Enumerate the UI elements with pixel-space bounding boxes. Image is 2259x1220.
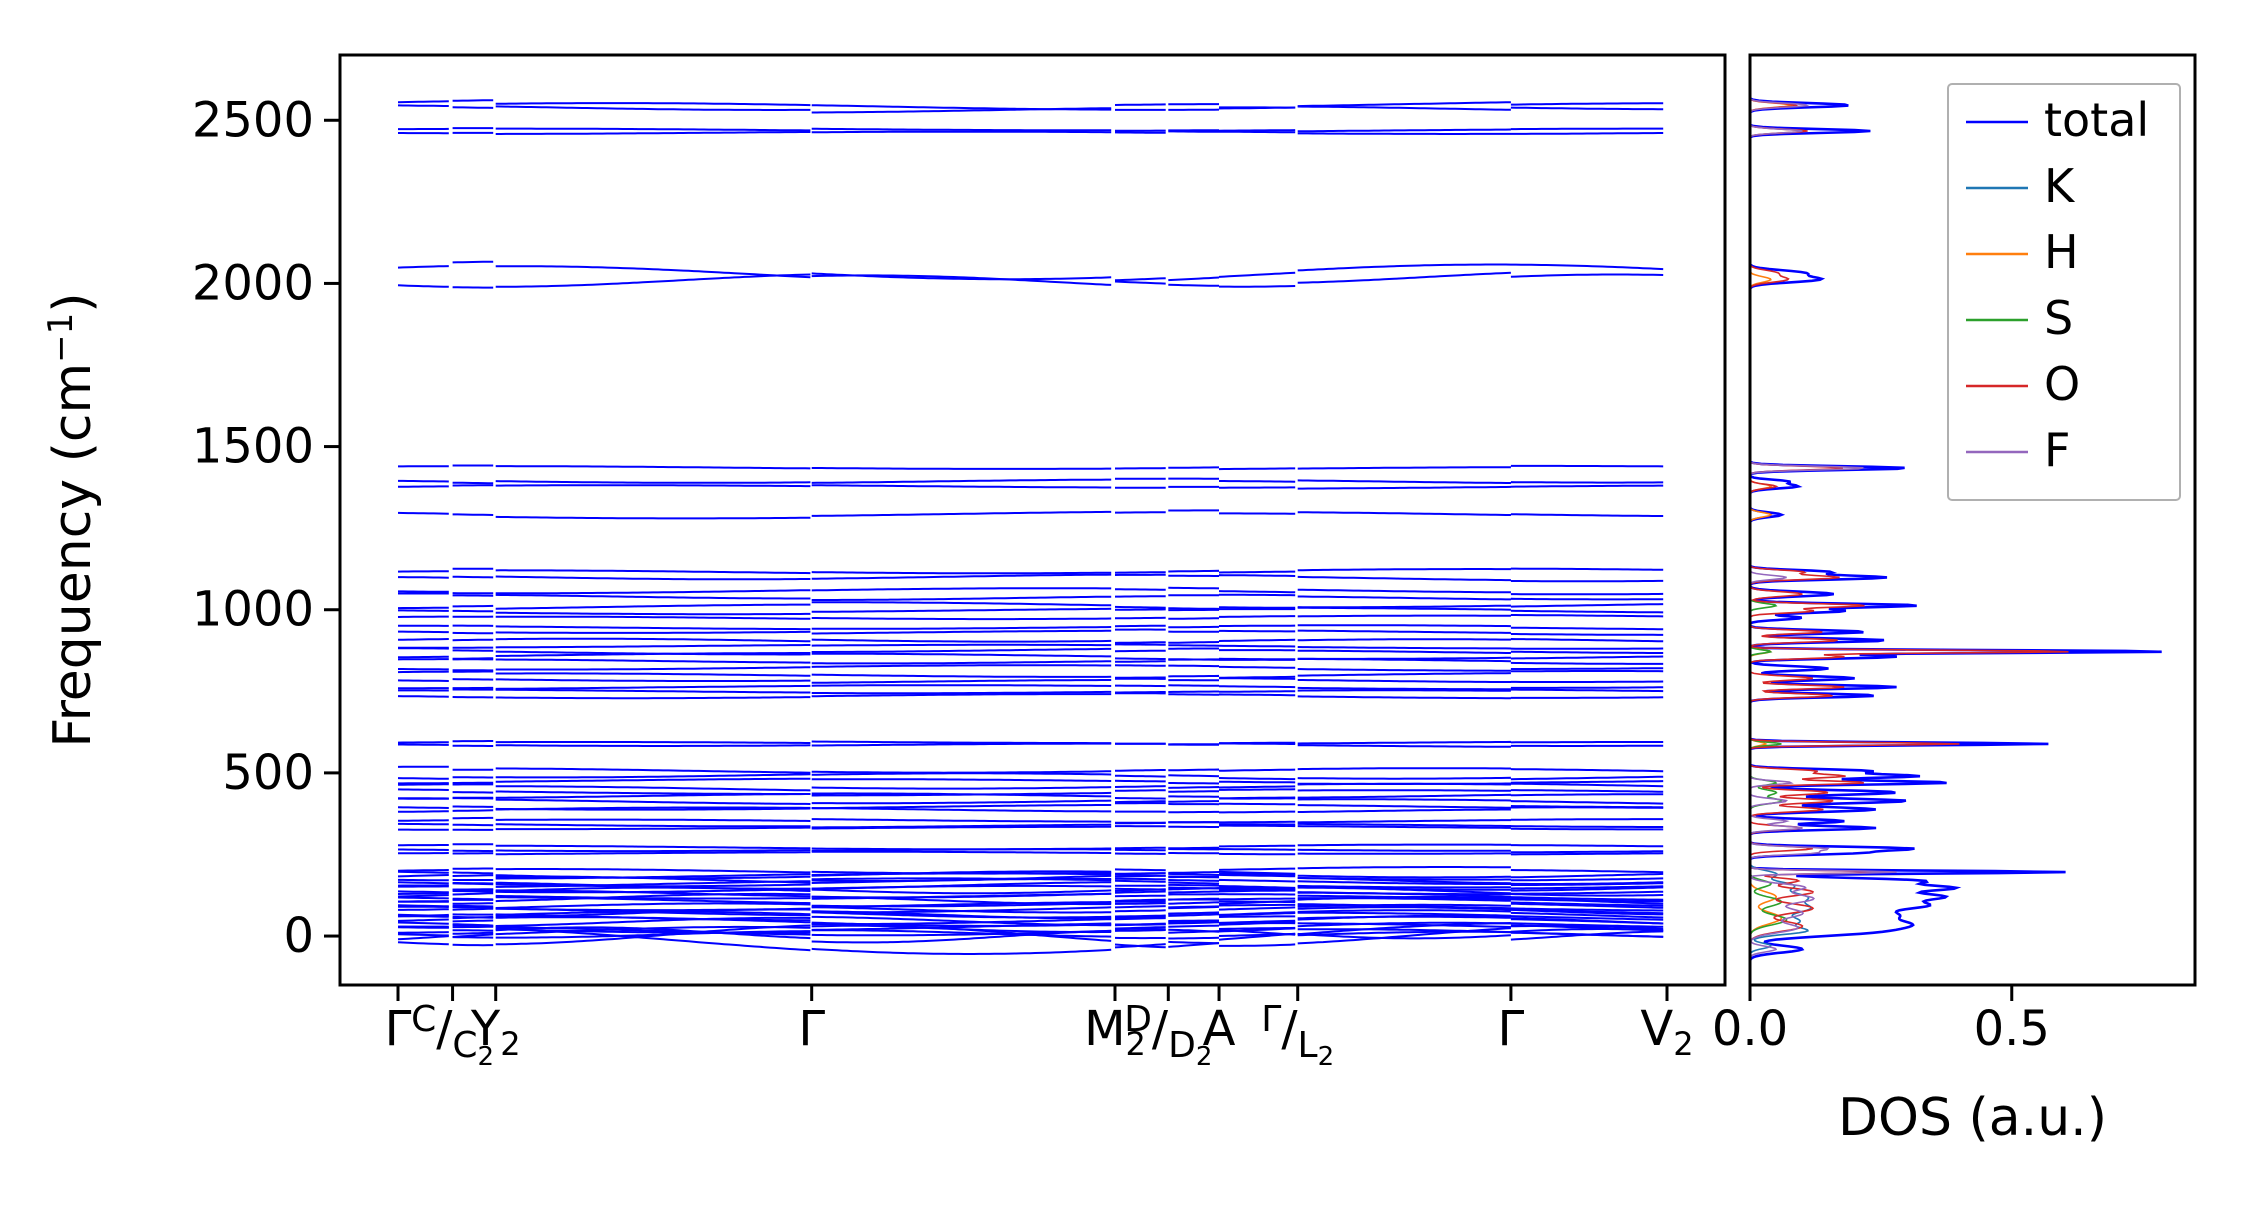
band-line [398, 664, 1664, 672]
band-line [397, 886, 1664, 898]
legend-label: O [2044, 357, 2080, 411]
dos-curve-F [1750, 55, 1897, 982]
legend-label: H [2044, 225, 2079, 279]
band-line [397, 926, 1664, 944]
x-tick-label: D/D2 [1124, 999, 1212, 1072]
band-line [398, 806, 1664, 814]
band-axes-box [338, 53, 1727, 987]
band-line [397, 103, 1664, 114]
band-line [397, 677, 1664, 684]
band-line [398, 484, 1664, 490]
band-line [397, 509, 1664, 520]
band-line [398, 848, 1664, 854]
legend-label: total [2044, 93, 2149, 147]
band-line [397, 271, 1664, 289]
band-line [398, 606, 1664, 616]
y-tick-label: 0 [283, 908, 314, 964]
band-line [398, 127, 1664, 133]
band-line [398, 742, 1664, 748]
legend-entry-F: F [1966, 423, 2070, 477]
x-tick-label: Γ [385, 1001, 412, 1057]
dos-x-tick-label: 0.5 [1974, 1001, 2050, 1057]
legend-label: F [2044, 423, 2070, 477]
band-line [398, 684, 1664, 691]
legend-entry-total: total [1966, 93, 2149, 147]
band-line [398, 628, 1664, 636]
band-line [398, 821, 1664, 829]
dos-x-tick-label: 0.0 [1712, 1001, 1788, 1057]
band-line [398, 586, 1664, 596]
band-line [398, 464, 1664, 471]
legend-label: S [2044, 291, 2073, 345]
band-line [397, 614, 1664, 621]
y-tick-label: 500 [222, 745, 314, 801]
legend-entry-S: S [1966, 291, 2073, 345]
y-axis-label: Frequency (cm−1) [41, 292, 103, 747]
band-line [397, 782, 1664, 792]
dos-x-axis-label: DOS (a.u.) [1838, 1088, 2107, 1148]
band-line [398, 824, 1664, 831]
legend-label: K [2044, 159, 2076, 213]
band-line [398, 624, 1664, 631]
y-tick-label: 2000 [192, 255, 314, 311]
band-line [397, 924, 1664, 949]
dos-axes-box [1748, 53, 2197, 987]
y-tick-label: 2500 [192, 92, 314, 148]
band-line [397, 260, 1664, 282]
x-tick-label: M2 [1084, 1001, 1146, 1063]
x-tick-label: C/C2 [411, 999, 494, 1072]
band-line [398, 477, 1664, 485]
y-tick-label: 1500 [192, 419, 314, 475]
x-tick-label: Γ [798, 1001, 825, 1057]
band-line [398, 688, 1664, 695]
band-line [397, 637, 1664, 644]
x-tick-label: Γ/L2 [1261, 999, 1334, 1072]
band-line [397, 692, 1664, 700]
band-line [397, 601, 1664, 610]
band-lines-group [397, 99, 1664, 955]
y-tick-label: 1000 [192, 582, 314, 638]
x-tick-label: Y2 [470, 1001, 521, 1063]
band-line [398, 592, 1664, 601]
band-line [398, 573, 1664, 583]
legend-entry-K: K [1966, 159, 2076, 213]
x-tick-label: A [1203, 1001, 1236, 1057]
band-line [398, 130, 1664, 135]
band-line [397, 567, 1664, 575]
band-line [397, 658, 1664, 665]
band-line [398, 850, 1664, 856]
band-line [397, 772, 1664, 781]
x-tick-label: V2 [1640, 1001, 1693, 1063]
dos-curve-H [1750, 55, 1803, 982]
legend-entry-H: H [1966, 225, 2079, 279]
band-line [397, 670, 1664, 679]
legend-entry-O: O [1966, 357, 2080, 411]
x-tick-label: Γ [1498, 1001, 1525, 1057]
band-line [398, 796, 1664, 805]
dos-curves-group [1750, 55, 2162, 982]
